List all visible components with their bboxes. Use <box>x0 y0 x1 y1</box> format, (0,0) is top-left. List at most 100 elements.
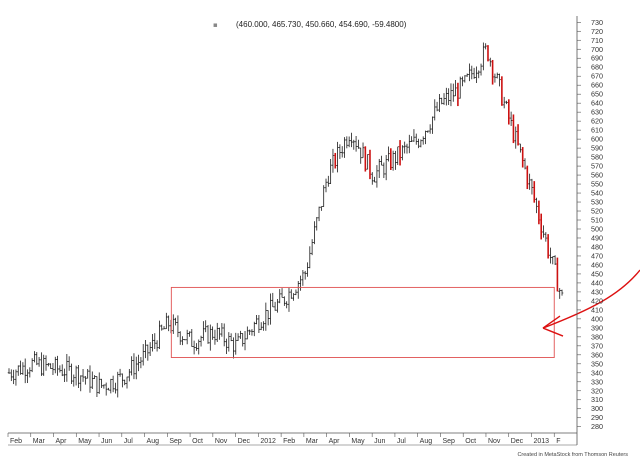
x-tick-label: Aug <box>420 438 433 445</box>
x-tick-label: Jun <box>101 438 112 445</box>
y-tick-label: 460 <box>591 260 603 269</box>
ohlc-bar <box>294 289 298 296</box>
ohlc-bar <box>495 72 499 79</box>
ohlc-bar <box>542 225 545 238</box>
x-tick-label: Nov <box>215 438 228 445</box>
y-tick-label: 430 <box>591 287 603 296</box>
ohlc-bar <box>148 342 152 357</box>
ohlc-bar <box>308 246 312 269</box>
ohlc-bar <box>195 343 198 351</box>
ohlc-bar <box>63 368 66 382</box>
ohlc-bar <box>317 206 321 222</box>
ohlc-bar <box>345 136 349 149</box>
ohlc-bar <box>211 326 214 340</box>
ohlc-bar <box>333 152 337 169</box>
ohlc-bar <box>438 94 441 113</box>
ohlc-bar <box>222 323 226 347</box>
ohlc-bar <box>435 101 439 112</box>
y-tick-label: 330 <box>591 377 603 386</box>
ohlc-bar <box>51 363 55 375</box>
ohlc-bar <box>139 357 143 369</box>
ohlc-bar <box>347 136 351 148</box>
ohlc-bar <box>269 293 272 325</box>
ohlc-bar <box>183 339 187 341</box>
y-tick-label: 480 <box>591 242 603 251</box>
ohlc-bar <box>225 338 228 354</box>
y-tick-label: 360 <box>591 350 603 359</box>
ohlc-bar <box>188 331 191 337</box>
ohlc-bar <box>546 234 550 259</box>
ohlc-bar <box>352 139 356 150</box>
ohlc-bars <box>7 42 564 398</box>
ohlc-bar <box>338 144 342 159</box>
y-tick-label: 510 <box>591 216 603 225</box>
ohlc-bar <box>199 335 203 347</box>
ohlc-bar <box>470 65 474 80</box>
y-tick-label: 300 <box>591 404 603 413</box>
ohlc-bar <box>428 124 432 134</box>
ohlc-bar <box>523 158 527 170</box>
ohlc-bar <box>151 333 154 352</box>
ohlc-bar <box>387 146 390 162</box>
ohlc-bar <box>58 365 62 373</box>
ohlc-bar <box>264 302 268 331</box>
ohlc-bar <box>123 379 126 386</box>
ohlc-readout: (460.000, 465.730, 450.660, 454.690, -59… <box>236 20 407 29</box>
ohlc-bar <box>512 114 515 144</box>
ohlc-bar <box>368 149 372 180</box>
ohlc-bar <box>37 357 41 367</box>
ohlc-bar <box>539 213 543 240</box>
ohlc-bar <box>391 150 395 171</box>
ohlc-bar <box>141 344 145 366</box>
x-tick-label: Oct <box>465 438 476 445</box>
ohlc-bar <box>556 257 559 292</box>
ohlc-bar <box>42 354 46 376</box>
ohlc-bar <box>530 178 534 195</box>
x-tick-label: Jul <box>124 438 133 445</box>
ohlc-bar <box>366 154 369 170</box>
ohlc-bar <box>532 181 536 203</box>
ohlc-bar <box>176 315 180 338</box>
ohlc-bar <box>158 320 161 349</box>
ohlc-bar <box>327 175 330 187</box>
ohlc-bar <box>35 352 39 366</box>
ohlc-bar <box>91 371 94 390</box>
ohlc-bar <box>500 76 504 106</box>
y-tick-label: 690 <box>591 54 603 63</box>
ohlc-bar <box>181 336 184 346</box>
x-tick-label: Dec <box>511 438 524 445</box>
ohlc-bar <box>560 289 564 296</box>
ohlc-bar <box>310 239 314 256</box>
ohlc-bar <box>56 355 59 376</box>
ohlc-bar <box>192 340 196 355</box>
ohlc-bar <box>463 75 467 83</box>
ohlc-bar <box>461 76 464 87</box>
ohlc-bar <box>475 66 478 83</box>
ohlc-bar <box>336 141 339 173</box>
ohlc-bar <box>47 362 50 367</box>
ohlc-bar <box>320 206 323 211</box>
ohlc-bar <box>30 358 34 373</box>
support-box-rect <box>170 286 555 358</box>
ohlc-bar <box>19 360 22 375</box>
ohlc-bar <box>306 262 309 277</box>
ohlc-bar <box>130 356 133 376</box>
x-tick-label: Apr <box>56 438 68 445</box>
ohlc-bar <box>77 364 80 388</box>
x-tick-label: Feb <box>10 438 22 445</box>
annotation-arrow <box>542 269 640 337</box>
ohlc-bar <box>215 322 219 342</box>
ohlc-bar <box>468 63 471 82</box>
ohlc-bar <box>537 200 541 225</box>
ohlc-bar <box>412 129 416 142</box>
ohlc-bar <box>498 73 501 87</box>
ohlc-bar <box>488 57 492 67</box>
ohlc-bar <box>433 99 437 121</box>
ohlc-bar <box>458 76 462 99</box>
ohlc-bar <box>315 217 319 231</box>
ohlc-bar <box>259 322 263 331</box>
ohlc-bar <box>95 376 99 398</box>
y-tick-label: 500 <box>591 224 603 233</box>
y-tick-label: 310 <box>591 395 603 404</box>
ohlc-bar <box>486 45 490 62</box>
